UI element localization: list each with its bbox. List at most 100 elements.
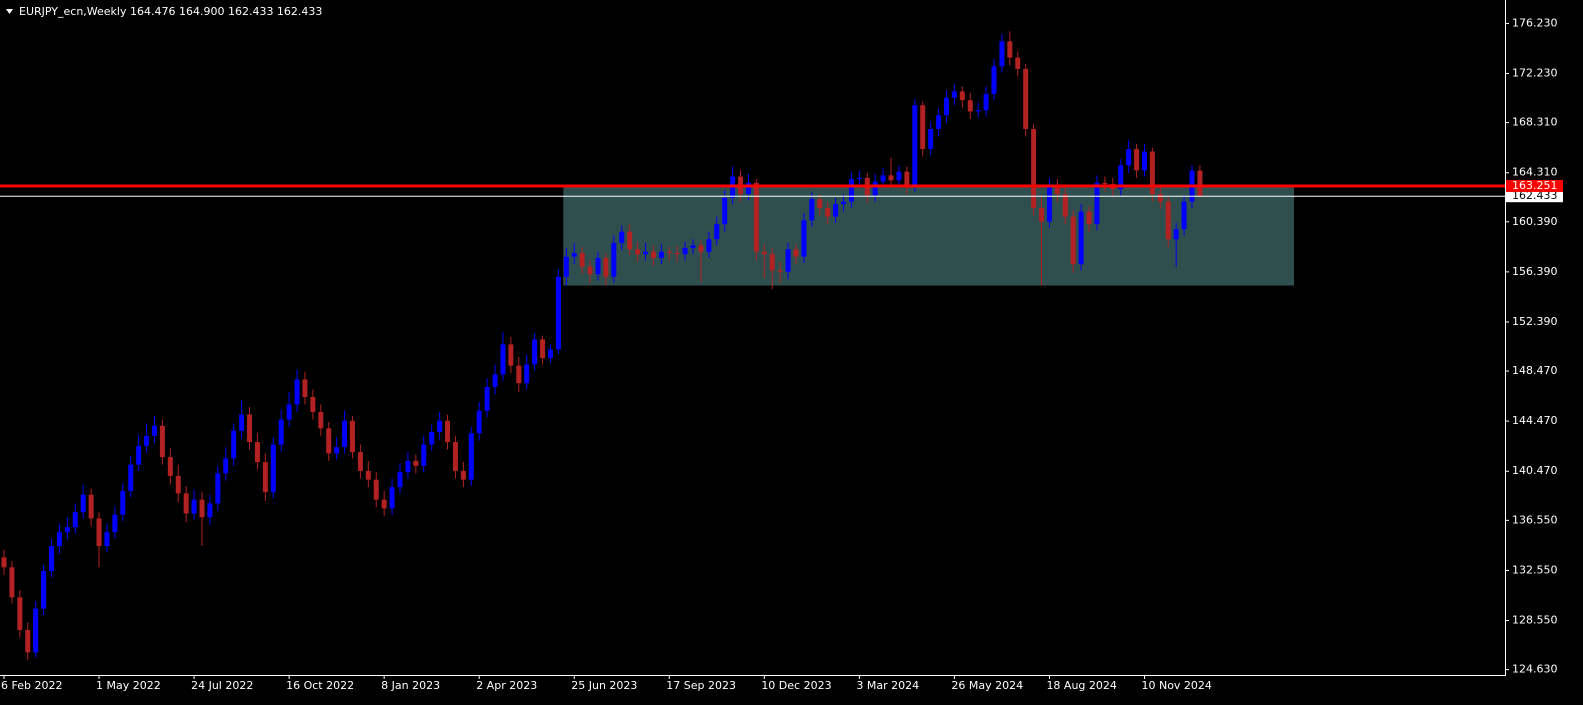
candle-body bbox=[809, 199, 815, 221]
candle-body bbox=[761, 251, 767, 255]
candle-body bbox=[635, 249, 641, 255]
label-layer: 124.630 128.550 132.550 136.550 140.470 144.4… bbox=[1, 16, 1563, 692]
candle-body bbox=[587, 266, 593, 275]
candle-body bbox=[508, 344, 514, 366]
candle-body bbox=[1157, 194, 1163, 202]
candle-body bbox=[928, 128, 934, 150]
candle-body bbox=[1149, 151, 1155, 195]
candle-body bbox=[1102, 182, 1108, 185]
price-label-box bbox=[1506, 179, 1563, 192]
candle-body bbox=[413, 460, 419, 466]
candle-body bbox=[429, 432, 435, 445]
x-tick-label: 16 Oct 2022 bbox=[286, 679, 354, 692]
y-tick-label: 124.630 bbox=[1512, 663, 1558, 676]
candle-body bbox=[397, 472, 403, 488]
candle-body bbox=[1070, 216, 1076, 265]
candle-body bbox=[41, 571, 47, 609]
candle-body bbox=[1039, 207, 1045, 222]
x-tick-label: 8 Jan 2023 bbox=[381, 679, 440, 692]
candle-body bbox=[88, 494, 94, 519]
candle-body bbox=[714, 224, 720, 240]
candle-body bbox=[690, 245, 696, 248]
x-tick-label: 1 May 2022 bbox=[96, 679, 161, 692]
candle-body bbox=[967, 100, 973, 112]
y-tick-label: 140.470 bbox=[1512, 464, 1558, 477]
candle-body bbox=[144, 435, 150, 446]
candle-body bbox=[231, 430, 237, 459]
candle-body bbox=[951, 91, 957, 98]
candle-body bbox=[666, 251, 672, 253]
candle-body bbox=[49, 546, 55, 572]
chart-title: EURJPY_ecn,Weekly 164.476 164.900 162.43… bbox=[19, 5, 322, 18]
candle-body bbox=[785, 249, 791, 272]
y-tick-label: 132.550 bbox=[1512, 563, 1558, 576]
x-tick-label: 2 Apr 2023 bbox=[476, 679, 537, 692]
candle-body bbox=[365, 470, 371, 480]
candle-body bbox=[643, 251, 649, 255]
candle-body bbox=[159, 425, 165, 458]
candle-body bbox=[72, 512, 78, 528]
y-tick-label: 152.390 bbox=[1512, 315, 1558, 328]
candle-body bbox=[278, 419, 284, 445]
candle-body bbox=[627, 231, 633, 250]
candle-body bbox=[405, 460, 411, 473]
candle-body bbox=[302, 379, 308, 397]
candle-body bbox=[1197, 170, 1203, 197]
candle-body bbox=[563, 256, 569, 277]
candle-body bbox=[825, 207, 831, 217]
candle-body bbox=[128, 464, 134, 491]
candle-body bbox=[484, 386, 490, 411]
candle-body bbox=[1126, 149, 1132, 166]
candle-body bbox=[373, 479, 379, 500]
candle-body bbox=[555, 276, 561, 350]
candle-body bbox=[888, 175, 894, 181]
candle-body bbox=[999, 41, 1005, 67]
candle-body bbox=[595, 257, 601, 275]
candle-body bbox=[151, 425, 157, 436]
candle-body bbox=[650, 251, 656, 258]
candle-body bbox=[239, 414, 245, 431]
zone bbox=[563, 185, 1294, 286]
candle-body bbox=[983, 93, 989, 111]
line-layer bbox=[0, 184, 1505, 197]
candle-body bbox=[833, 204, 839, 217]
candle-layer bbox=[1, 31, 1203, 660]
candle-body bbox=[540, 339, 546, 359]
candle-body bbox=[872, 181, 878, 196]
candle-body bbox=[334, 447, 340, 454]
candle-body bbox=[658, 251, 664, 258]
candle-body bbox=[1054, 185, 1060, 195]
candle-body bbox=[445, 420, 451, 443]
candle-body bbox=[247, 414, 253, 443]
candle-body bbox=[532, 339, 538, 365]
x-tick-label: 3 Mar 2024 bbox=[856, 679, 919, 692]
candle-body bbox=[175, 475, 181, 494]
candle-body bbox=[516, 365, 522, 384]
candle-body bbox=[698, 245, 704, 252]
candle-body bbox=[524, 364, 530, 384]
candle-body bbox=[167, 457, 173, 476]
candle-body bbox=[104, 532, 110, 547]
candle-body bbox=[294, 379, 300, 405]
candle-body bbox=[896, 171, 902, 181]
candle-body bbox=[349, 420, 355, 453]
candle-body bbox=[9, 567, 15, 598]
candle-body bbox=[64, 527, 70, 533]
candle-body bbox=[500, 344, 506, 375]
candle-body bbox=[920, 105, 926, 150]
candle-body bbox=[1134, 149, 1140, 171]
candle-body bbox=[215, 473, 221, 504]
menu-arrow[interactable] bbox=[6, 9, 13, 14]
candle-body bbox=[745, 182, 751, 195]
candle-body bbox=[904, 171, 910, 187]
x-tick-label: 10 Nov 2024 bbox=[1141, 679, 1211, 692]
candle-body bbox=[310, 396, 316, 413]
candle-body bbox=[793, 249, 799, 257]
candle-body bbox=[1078, 211, 1084, 265]
candle-body bbox=[1, 557, 7, 568]
candle-body bbox=[547, 349, 553, 359]
x-tick-label: 6 Feb 2022 bbox=[1, 679, 62, 692]
candle-body bbox=[1141, 151, 1147, 171]
